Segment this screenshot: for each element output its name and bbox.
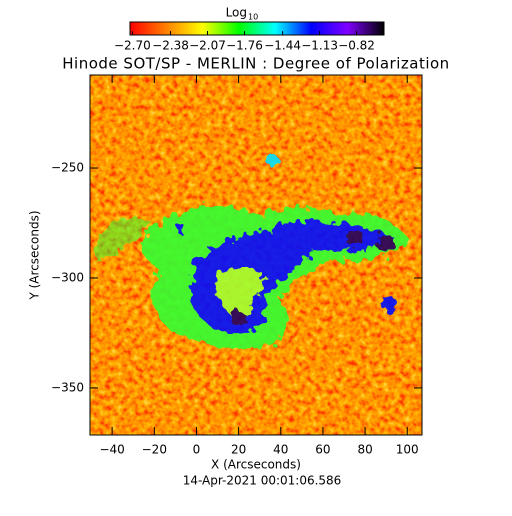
colorbar-tick-label: −1.44 [264, 39, 301, 53]
colorbar-tick-label: −1.76 [226, 39, 263, 53]
x-tick-label: 60 [315, 443, 330, 457]
chart-title: Hinode SOT/SP - MERLIN : Degree of Polar… [62, 55, 449, 73]
x-tick-label: 100 [396, 443, 419, 457]
x-tick-label: 20 [231, 443, 246, 457]
y-tick-label: −350 [51, 380, 84, 394]
y-axis-label: Y (Arcseconds) [28, 210, 42, 300]
colorbar-tick-label: −1.13 [301, 39, 338, 53]
colorbar [129, 21, 385, 36]
colorbar-title-subscript: 10 [248, 13, 258, 22]
x-tick-label: 40 [273, 443, 288, 457]
y-tick-label: −250 [51, 161, 84, 175]
y-tick-label: −300 [51, 270, 84, 284]
plot-frame [89, 74, 423, 436]
x-tick-label: −20 [142, 443, 167, 457]
footer: 14-Apr-2021 00:01:06.586 [183, 474, 342, 488]
x-axis-label: X (Arcseconds) [211, 458, 301, 472]
colorbar-tick-label: −0.82 [338, 39, 375, 53]
x-tick-label: 0 [193, 443, 201, 457]
colorbar-tick-label: −2.38 [152, 39, 189, 53]
colorbar-tick-label: −2.07 [189, 39, 226, 53]
colorbar-title: Log [226, 6, 247, 20]
colorbar-tick-label: −2.70 [114, 39, 151, 53]
x-tick-label: −40 [99, 443, 124, 457]
plot-image [90, 75, 422, 435]
x-tick-label: 80 [357, 443, 372, 457]
